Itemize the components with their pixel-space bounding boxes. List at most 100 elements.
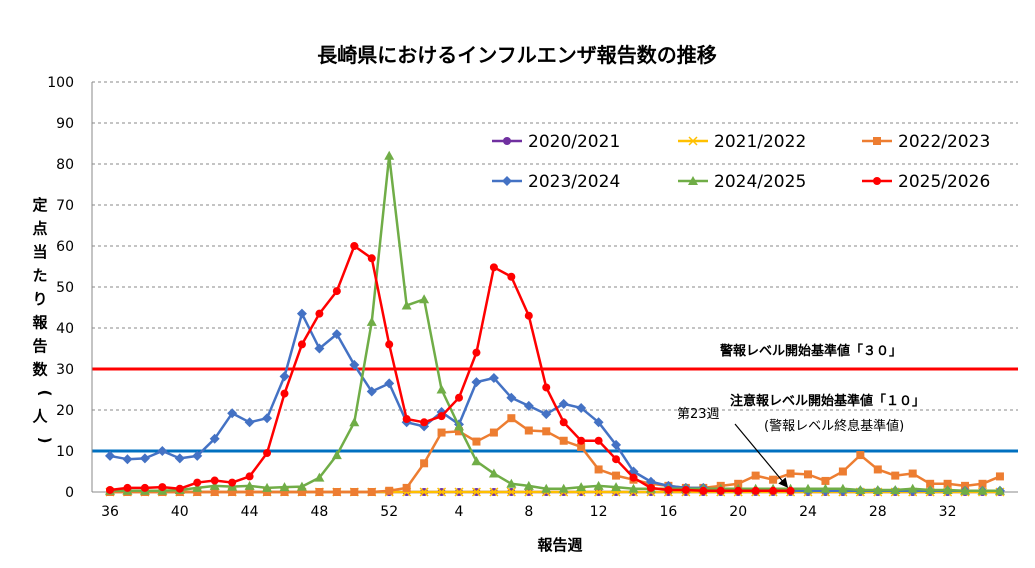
data-point (891, 471, 900, 480)
x-tick-label: 36 (101, 504, 119, 520)
data-point (367, 488, 376, 496)
data-point (804, 470, 812, 479)
y-tick-label: 0 (65, 485, 74, 501)
data-point (942, 484, 953, 494)
series-group (105, 150, 1005, 497)
data-point (402, 415, 411, 424)
legend-item: 2025/2026 (862, 172, 990, 192)
data-point (681, 485, 690, 494)
data-point (157, 446, 168, 456)
data-point (209, 433, 220, 444)
y-axis-title-char: 告 (32, 337, 47, 355)
data-point (420, 418, 429, 427)
data-point (123, 483, 132, 492)
data-point (943, 479, 952, 488)
series-line (110, 154, 1000, 493)
legend-item: 2024/2025 (678, 172, 806, 192)
data-point (594, 436, 603, 445)
data-point (925, 484, 936, 494)
data-point (978, 479, 987, 488)
data-point (699, 486, 708, 495)
data-point (280, 389, 289, 398)
data-point (524, 311, 533, 320)
data-point (454, 487, 464, 497)
data-point (105, 450, 115, 461)
legend-label: 2020/2021 (528, 132, 620, 152)
data-point (890, 484, 901, 494)
data-point (645, 476, 656, 487)
y-axis-title-char: 報 (32, 314, 48, 332)
legend-item: 2022/2023 (862, 132, 990, 152)
data-point (401, 300, 412, 310)
data-point (245, 472, 254, 481)
data-point (628, 483, 639, 493)
data-point (245, 488, 254, 496)
data-point (873, 177, 881, 185)
data-point (402, 483, 411, 492)
data-point (994, 485, 1005, 495)
y-tick-label: 40 (56, 321, 74, 337)
legend: 2020/2021 2021/2022 2022/2023 2023/2024 2024… (492, 132, 990, 192)
data-point (209, 480, 220, 490)
data-point (872, 484, 883, 494)
legend-label: 2022/2023 (898, 132, 990, 152)
y-tick-label: 90 (56, 116, 74, 132)
data-point (786, 469, 795, 478)
data-point (488, 373, 499, 384)
data-point (594, 465, 603, 474)
data-point (908, 469, 917, 478)
data-point (315, 309, 324, 318)
y-tick-label: 10 (56, 444, 74, 460)
x-axis-title: 報告週 (537, 536, 582, 554)
data-point (541, 483, 552, 493)
data-point (244, 417, 255, 428)
data-point (366, 386, 377, 397)
data-point (279, 371, 290, 382)
series-2025-2026 (106, 242, 795, 495)
data-point (419, 294, 430, 304)
y-tick-label: 60 (56, 239, 74, 255)
data-point (350, 488, 359, 496)
reference-lines (92, 367, 1018, 453)
data-point (559, 418, 568, 427)
data-point (210, 476, 219, 485)
chart-title: 長崎県におけるインフルエンザ報告数の推移 (317, 43, 716, 67)
data-point (558, 483, 569, 493)
data-point (751, 471, 760, 480)
data-point (437, 412, 446, 421)
y-axis-title-char: り (32, 290, 47, 308)
y-axis-title-char: 当 (32, 243, 47, 261)
data-point (122, 454, 133, 465)
data-point (350, 242, 359, 250)
data-point (995, 472, 1004, 481)
data-point (297, 488, 306, 496)
data-point (349, 417, 360, 427)
data-point (523, 480, 534, 490)
data-point (577, 442, 586, 451)
data-point (507, 272, 516, 281)
legend-label: 2024/2025 (714, 172, 806, 192)
data-point (437, 428, 446, 437)
legend-item: 2021/2022 (678, 132, 806, 152)
data-point (419, 487, 429, 497)
data-point (751, 486, 760, 495)
data-point (786, 486, 795, 495)
data-point (366, 316, 377, 326)
data-point (489, 487, 499, 497)
y-tick-label: 50 (56, 280, 74, 296)
data-point (437, 487, 447, 497)
data-point (471, 456, 482, 466)
data-point (576, 482, 587, 492)
data-point (576, 402, 587, 413)
data-point (384, 378, 395, 389)
x-tick-label: 20 (729, 504, 747, 520)
data-point (262, 413, 273, 424)
x-tick-label: 44 (241, 504, 259, 520)
data-point (960, 485, 971, 495)
data-point (263, 449, 272, 458)
y-axis-title-char: 定 (32, 196, 47, 214)
data-point (210, 488, 219, 496)
data-point (385, 340, 394, 349)
data-point (523, 400, 534, 411)
